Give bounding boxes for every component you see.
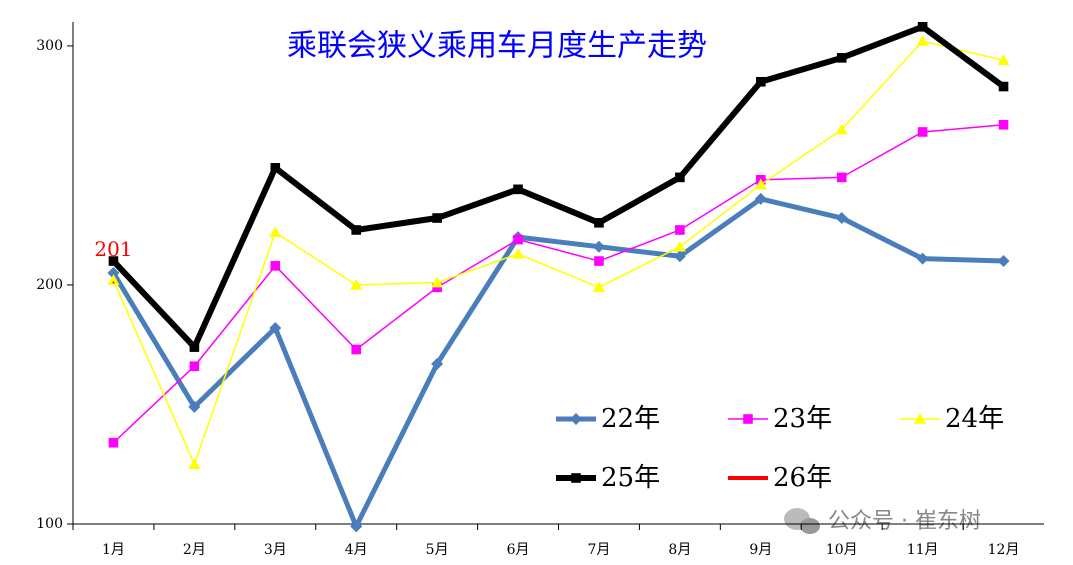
legend-label: 24年 [945, 404, 1004, 434]
y-tick-label: 300 [36, 38, 63, 54]
point [432, 213, 442, 223]
point [108, 437, 119, 448]
series-line [112, 40, 1004, 465]
point [998, 81, 1009, 92]
point [350, 278, 363, 290]
x-tick-label: 10月 [826, 542, 858, 558]
x-tick-label: 6月 [507, 542, 530, 558]
watermark-icon [784, 508, 820, 534]
legend-label: 26年 [773, 463, 832, 493]
legend-marker [743, 414, 753, 424]
point [269, 321, 282, 334]
legend-marker [570, 413, 582, 425]
point [998, 119, 1009, 130]
x-tick-label: 9月 [749, 542, 772, 558]
watermark: 公众号 · 崔东树 [828, 509, 981, 534]
point [673, 250, 686, 263]
x-tick-label: 7月 [587, 542, 610, 558]
point [431, 357, 444, 370]
point [269, 226, 282, 238]
point [350, 520, 363, 533]
point [513, 234, 523, 245]
point [675, 172, 685, 183]
point [755, 76, 766, 87]
point [754, 192, 767, 205]
point [836, 53, 847, 63]
x-tick-label: 2月 [183, 542, 206, 558]
point [188, 458, 201, 470]
point [594, 218, 604, 228]
series-line [111, 196, 1004, 529]
x-tick-label: 3月 [264, 542, 287, 558]
point [997, 54, 1010, 66]
legend-marker [914, 413, 926, 424]
point [592, 240, 605, 253]
y-tick-label: 200 [36, 277, 63, 293]
point [351, 344, 362, 355]
x-tick-label: 4月 [345, 542, 368, 558]
point [673, 240, 686, 252]
x-tick-label: 11月 [907, 542, 939, 558]
chart-title: 乘联会狭义乘用车月度生产走势 [287, 29, 707, 64]
point [835, 212, 848, 225]
point [512, 247, 525, 259]
point [675, 225, 685, 235]
point [188, 400, 201, 413]
legend-marker [571, 473, 581, 483]
point [107, 267, 120, 279]
point [431, 276, 444, 288]
x-tick-label: 8月 [668, 542, 691, 558]
point [270, 163, 281, 173]
point [916, 252, 929, 265]
point [917, 21, 928, 32]
legend-label: 25年 [601, 463, 660, 493]
point [513, 184, 523, 195]
x-tick-label: 5月 [426, 542, 449, 558]
legend-label: 22年 [601, 404, 660, 434]
point [189, 342, 200, 352]
point [107, 274, 120, 285]
value-label: 201 [94, 237, 132, 261]
point [108, 256, 119, 266]
point [592, 281, 605, 293]
point [836, 172, 847, 183]
series-line [112, 124, 1004, 444]
point [351, 225, 362, 235]
x-tick-label: 12月 [988, 542, 1020, 558]
point [835, 123, 848, 135]
point [270, 261, 281, 271]
point [916, 35, 929, 46]
point [754, 178, 767, 190]
point [112, 281, 115, 284]
point [594, 256, 604, 266]
point [997, 255, 1010, 268]
x-tick-label: 1月 [102, 542, 125, 558]
point [189, 361, 200, 372]
point [917, 127, 928, 137]
legend-label: 23年 [773, 404, 832, 434]
series-line [111, 23, 1006, 351]
y-tick-label: 100 [36, 516, 63, 532]
